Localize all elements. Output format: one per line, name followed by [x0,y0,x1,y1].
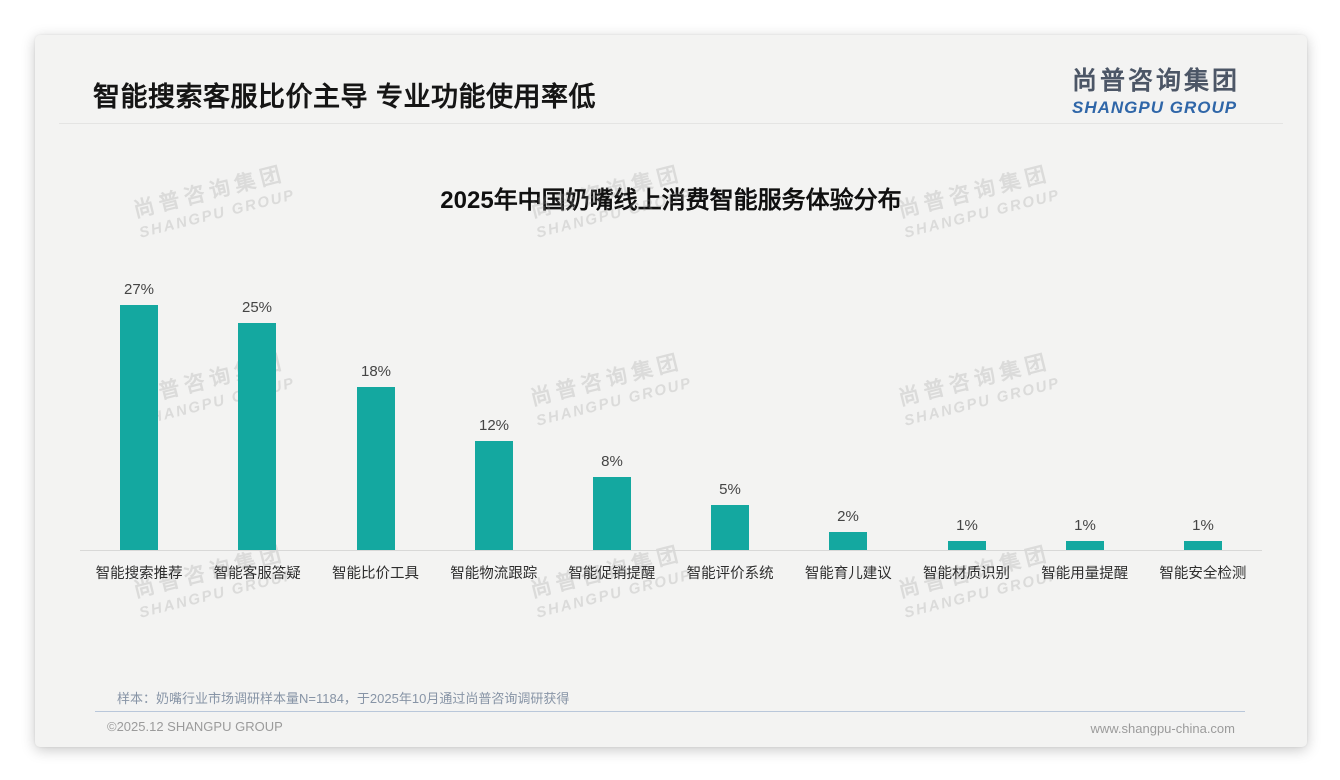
bar-9 [1066,541,1104,550]
bar-2 [238,323,276,550]
footer-divider [95,711,1245,712]
bar-value-label-5: 8% [601,453,623,470]
page-title: 智能搜索客服比价主导 专业功能使用率低 [93,82,597,112]
website-url: www.shangpu-china.com [1090,721,1235,736]
slide-card: 智能搜索客服比价主导 专业功能使用率低 尚普咨询集团 SHANGPU GROUP… [35,35,1307,747]
x-axis-category-3: 智能比价工具 [332,566,419,582]
logo-english-text: SHANGPU GROUP [1071,98,1238,117]
bar-value-label-3: 18% [360,363,392,380]
x-axis-category-5: 智能促销提醒 [568,566,656,582]
bar-10 [1184,541,1222,550]
bar-value-label-6: 5% [719,481,741,498]
header-divider [59,123,1283,124]
bar-value-label-4: 12% [478,417,510,434]
bar-value-label-9: 1% [1074,517,1096,534]
sample-footnote: 样本：奶嘴行业市场调研样本量N=1184，于2025年10月通过尚普咨询调研获得 [117,691,570,706]
x-axis-category-2: 智能客服答疑 [213,566,301,582]
shangpu-logo: 尚普咨询集团 SHANGPU GROUP [1072,61,1240,118]
x-axis-labels: 智能搜索推荐 智能客服答疑 智能比价工具 智能物流跟踪 智能促销提醒 智能评价系统 智能育儿… [80,562,1262,583]
bar-value-label-8: 1% [956,517,978,534]
x-axis-category-9: 智能用量提醒 [1041,566,1129,582]
bar-4 [475,441,513,550]
bar-value-label-10: 1% [1192,517,1214,534]
x-axis-category-1: 智能搜索推荐 [95,566,183,582]
x-axis-category-4: 智能物流跟踪 [450,566,538,582]
copyright-text: ©2025.12 SHANGPU GROUP [107,719,283,734]
bar-7 [829,532,867,550]
bar-value-label-1: 27% [123,281,155,298]
logo-chinese-text: 尚普咨询集团 [1071,67,1240,95]
chart-title: 2025年中国奶嘴线上消费智能服务体验分布 [440,187,902,214]
plot-area: 27% 25% 18% 12% 8% 5% 2% 1% 1% 1% [80,271,1262,551]
bar-value-label-2: 25% [241,299,273,316]
bar-5 [593,477,631,550]
bar-value-label-7: 2% [837,508,859,525]
bar-3 [357,387,395,550]
x-axis-category-6: 智能评价系统 [686,566,774,582]
x-axis-category-10: 智能安全检测 [1159,566,1247,582]
bar-6 [711,505,749,550]
x-axis-category-8: 智能材质识别 [923,566,1011,582]
bar-8 [948,541,986,550]
x-axis-category-7: 智能育儿建议 [804,566,892,582]
bar-1 [120,305,158,550]
